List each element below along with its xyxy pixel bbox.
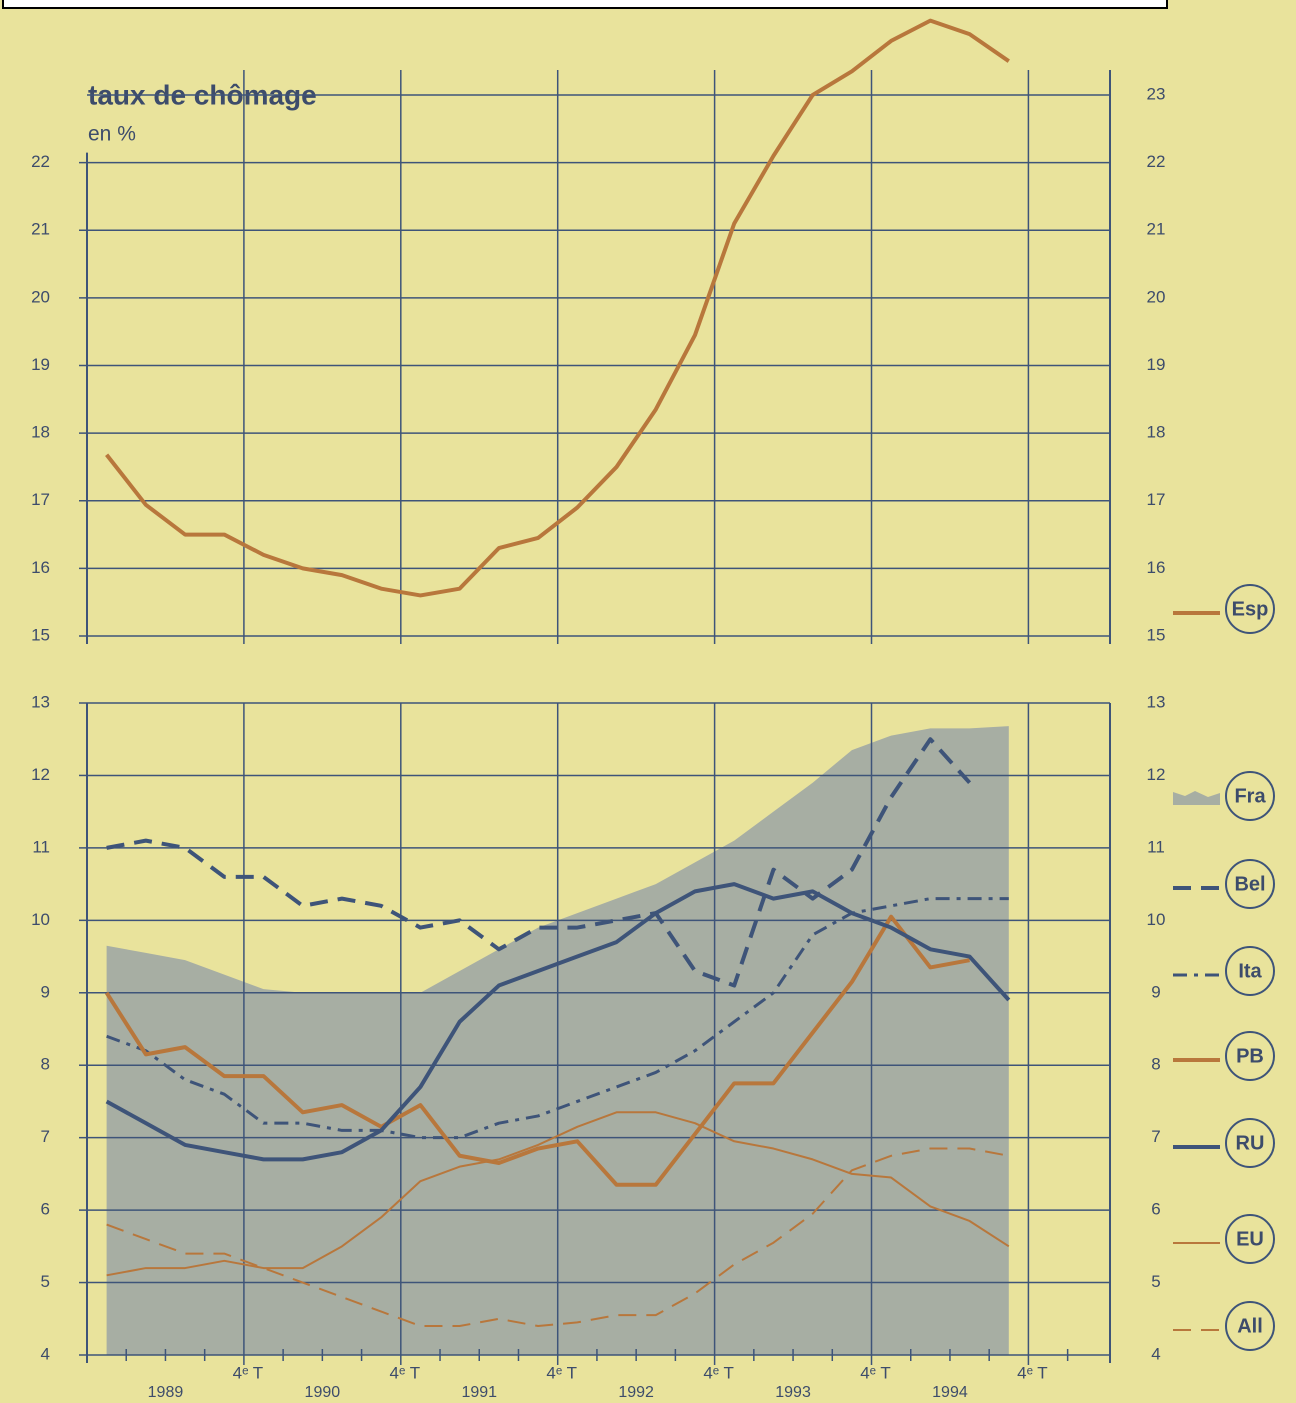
y2-tick-label: 12 <box>1147 765 1166 784</box>
y2-tick-label: 10 <box>1147 910 1166 929</box>
y2-tick-label: 5 <box>1151 1272 1160 1291</box>
year-label: 1994 <box>932 1384 968 1401</box>
y2-tick-label: 16 <box>1147 558 1166 577</box>
chart-subtitle: en % <box>88 123 136 146</box>
y2-tick-label: 18 <box>1147 423 1166 442</box>
y-tick-label: 11 <box>32 837 50 856</box>
legend-badge <box>1225 584 1275 634</box>
top-frame <box>2 0 1168 9</box>
legend-badge <box>1225 1118 1275 1168</box>
y-tick-label: 15 <box>31 625 50 644</box>
legend-badge <box>1225 1214 1275 1264</box>
y-tick-label: 10 <box>31 910 50 929</box>
y2-tick-label: 9 <box>1151 982 1160 1001</box>
line <box>106 897 1009 1140</box>
line <box>106 737 972 988</box>
y-tick-label: 9 <box>41 982 50 1001</box>
y2-tick-label: 4 <box>1151 1344 1160 1363</box>
legend-label: PB <box>1236 1045 1264 1067</box>
y2-tick-label: 20 <box>1147 287 1166 306</box>
x-tick-label: 4ᵉ T <box>390 1363 421 1382</box>
y2-tick-label: 11 <box>1147 837 1165 856</box>
legend-badge <box>1225 771 1275 821</box>
year-label: 1992 <box>618 1384 654 1401</box>
legend-label: RU <box>1236 1132 1265 1154</box>
legend-label: Ita <box>1238 960 1262 982</box>
y-tick-label: 6 <box>41 1200 50 1219</box>
y2-tick-label: 6 <box>1151 1200 1160 1219</box>
y2-tick-label: 19 <box>1147 355 1166 374</box>
y2-tick-label: 23 <box>1147 84 1166 103</box>
y-tick-label: 18 <box>31 423 50 442</box>
year-label: 1993 <box>775 1384 811 1401</box>
line <box>105 18 1010 598</box>
y2-tick-label: 8 <box>1151 1055 1160 1074</box>
y2-tick-label: 22 <box>1147 152 1166 171</box>
line <box>106 1111 1010 1277</box>
line <box>105 882 1011 1162</box>
x-tick-label: 4ᵉ T <box>233 1363 264 1382</box>
y-tick-label: 8 <box>41 1055 50 1074</box>
y2-tick-label: 7 <box>1151 1127 1160 1146</box>
y-tick-label: 19 <box>31 355 50 374</box>
year-label: 1990 <box>305 1384 341 1401</box>
year-label: 1991 <box>461 1384 497 1401</box>
legend-label: All <box>1237 1315 1263 1337</box>
y-tick-label: 16 <box>31 558 50 577</box>
y-tick-label: 22 <box>31 152 50 171</box>
legend-badge <box>1225 946 1275 996</box>
y-tick-label: 21 <box>31 220 50 239</box>
line <box>104 914 970 1187</box>
legend-swatch <box>1173 791 1220 805</box>
y-tick-label: 7 <box>41 1127 50 1146</box>
legend-label: Fra <box>1234 785 1266 807</box>
x-tick-label: 4ᵉ T <box>703 1363 734 1382</box>
x-tick-label: 4ᵉ T <box>860 1363 891 1382</box>
legend-badge <box>1225 859 1275 909</box>
x-tick-label: 4ᵉ T <box>546 1363 577 1382</box>
y-tick-label: 13 <box>31 692 50 711</box>
y2-tick-label: 21 <box>1147 220 1166 239</box>
y2-tick-label: 17 <box>1147 490 1166 509</box>
y-tick-label: 20 <box>31 287 50 306</box>
legend-badge <box>1225 1301 1275 1351</box>
legend-label: Esp <box>1232 598 1269 620</box>
y2-tick-label: 15 <box>1147 625 1166 644</box>
y-tick-label: 17 <box>31 490 50 509</box>
y-tick-label: 5 <box>41 1272 50 1291</box>
x-tick-label: 4ᵉ T <box>1017 1363 1048 1382</box>
year-label: 1989 <box>148 1384 184 1401</box>
legend-badge <box>1225 1031 1275 1081</box>
y-tick-label: 4 <box>41 1344 50 1363</box>
legend-label: Bel <box>1234 873 1265 895</box>
y-tick-label: 12 <box>31 765 50 784</box>
line <box>106 1147 1009 1328</box>
y2-tick-label: 13 <box>1147 692 1166 711</box>
legend-label: EU <box>1236 1228 1264 1250</box>
